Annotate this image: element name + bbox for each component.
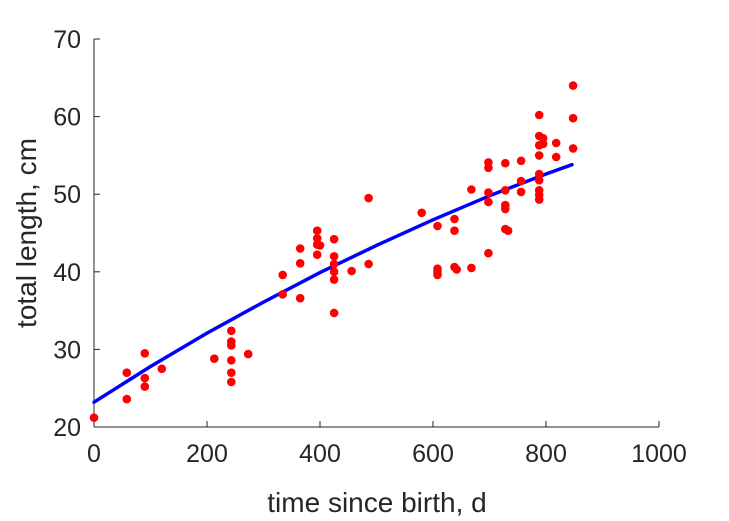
data-point [516,156,526,166]
data-point [484,163,493,173]
data-point [157,364,167,374]
data-point [329,251,339,261]
data-point [329,234,339,244]
data-point [312,250,322,259]
data-point [467,185,476,194]
data-point [329,308,339,318]
data-point [450,226,459,235]
data-point [516,187,526,197]
data-point [227,326,236,336]
x-axis-title: time since birth, d [267,487,486,518]
data-point [315,241,325,250]
data-point [122,394,132,404]
data-point [484,248,493,258]
axes: 0 200 400 600 800 1000 20 30 40 50 60 70 [53,26,687,468]
data-point [467,263,476,273]
data-point [417,208,427,218]
data-point [503,226,513,235]
data-point [227,356,236,365]
data-point [329,259,339,269]
data-point [312,234,322,243]
data-point [551,138,561,148]
y-axis-title: total length, cm [11,138,42,328]
data-point [140,382,150,391]
data-point [364,193,373,203]
data-point [89,413,99,423]
data-point [347,266,356,276]
data-point [452,265,462,274]
data-point [140,373,150,383]
data-point [295,293,305,303]
fit-curve [92,162,574,404]
data-point [278,290,288,299]
data-point [450,214,459,224]
data-point [295,259,305,268]
x-tick-label: 1000 [631,440,687,468]
y-tick-label: 40 [53,259,81,287]
data-point [501,204,510,214]
data-point [329,267,339,277]
y-tick-label: 50 [53,181,81,209]
data-point [501,158,510,168]
y-tick-label: 70 [53,26,81,54]
data-point [534,169,544,179]
data-point [227,341,236,350]
data-point [364,259,373,269]
data-point [568,144,578,153]
x-tick-label: 800 [525,440,567,468]
data-point [278,270,288,280]
data-point [312,226,322,235]
y-tick-label: 60 [53,104,81,132]
data-point [484,188,493,197]
data-point [227,368,236,378]
data-point [534,110,544,120]
data-point [534,151,544,160]
x-tick-label: 200 [186,440,228,468]
data-point [501,186,510,195]
data-point [534,175,544,185]
x-tick-label: 400 [299,440,341,468]
data-point [433,270,442,280]
data-point [243,349,253,359]
data-point [295,244,305,253]
x-tick-label: 0 [87,440,101,468]
data-point [516,176,526,186]
data-point [534,195,544,204]
plot-area [89,81,578,423]
data-point [122,368,132,378]
data-point [140,349,150,358]
data-point [227,377,236,387]
y-tick-label: 30 [53,336,81,364]
data-point [568,81,578,90]
data-point [551,152,561,162]
data-point [568,113,578,123]
data-point [433,221,442,231]
data-point [210,354,219,364]
x-tick-label: 600 [412,440,454,468]
data-point [538,139,548,149]
data-point [329,275,339,284]
y-tick-label: 20 [53,414,81,442]
data-point [484,197,493,207]
